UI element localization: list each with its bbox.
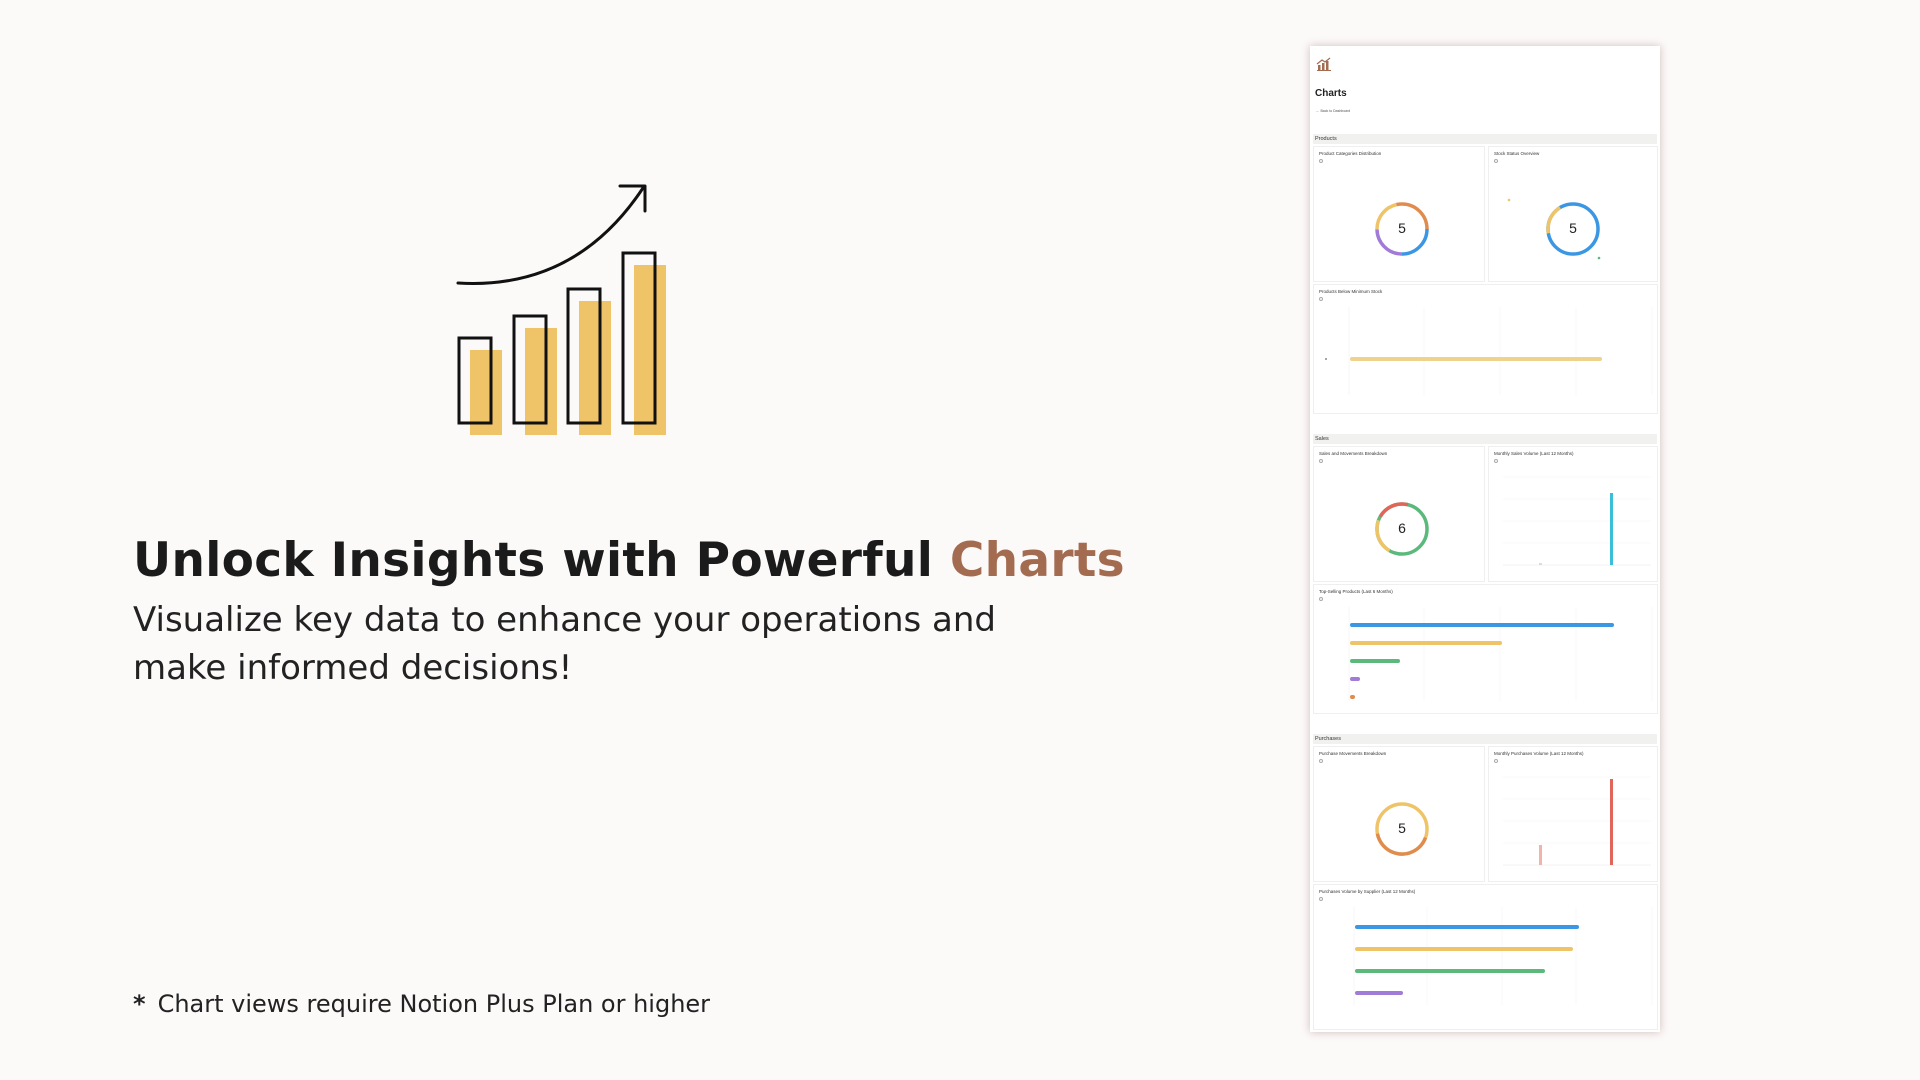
card-title: Product Categories Distribution xyxy=(1319,151,1382,156)
hero-fill-bars xyxy=(470,265,666,435)
hero-trend-curve xyxy=(456,186,645,285)
donut-center-value: 5 xyxy=(1569,220,1577,236)
filter-icon[interactable] xyxy=(1319,297,1323,301)
donut-center-value: 6 xyxy=(1398,520,1406,536)
card-title: Stock Status Overview xyxy=(1494,151,1540,156)
notion-page-preview: Charts ← Back to Dashboard Products Prod… xyxy=(1310,46,1660,1032)
hero-outline-bars xyxy=(457,251,657,425)
horizontal-bar-chart xyxy=(1348,607,1653,701)
card-monthly-purchases: Monthly Purchases Volume (Last 12 Months… xyxy=(1488,746,1658,882)
filter-icon[interactable] xyxy=(1494,159,1498,163)
filter-icon[interactable] xyxy=(1494,759,1498,763)
horizontal-bar-chart xyxy=(1325,307,1653,395)
donut-chart: 5 xyxy=(1375,802,1429,856)
section-products: Products xyxy=(1313,134,1657,144)
card-title: Products Below Minimum Stock xyxy=(1319,289,1383,294)
headline: Unlock Insights with Powerful Charts xyxy=(133,533,1125,588)
card-stock-status: Stock Status Overview 5 xyxy=(1488,146,1658,282)
filter-icon[interactable] xyxy=(1319,159,1323,163)
card-title: Purchase Movements Breakdown xyxy=(1319,751,1387,756)
donut-center-value: 5 xyxy=(1398,220,1406,236)
filter-icon[interactable] xyxy=(1319,759,1323,763)
headline-accent: Charts xyxy=(949,533,1125,588)
card-title: Purchases Volume by Supplier (Last 12 Mo… xyxy=(1319,889,1416,894)
subheadline: Visualize key data to enhance your opera… xyxy=(133,600,996,688)
preview-page-title: Charts xyxy=(1315,88,1347,99)
filter-icon[interactable] xyxy=(1319,897,1323,901)
card-purchase-movements: Purchase Movements Breakdown 5 xyxy=(1313,746,1485,882)
footnote-marker: * xyxy=(133,990,146,1018)
card-monthly-sales: Monthly Sales Volume (Last 12 Months) xyxy=(1488,446,1658,582)
card-product-categories: Product Categories Distribution 5 xyxy=(1313,146,1485,282)
back-to-dashboard-link[interactable]: ← Back to Dashboard xyxy=(1316,109,1351,113)
vertical-bar-chart xyxy=(1503,776,1651,866)
horizontal-bar-chart xyxy=(1353,907,1653,1005)
filter-icon[interactable] xyxy=(1319,597,1323,601)
growth-chart-icon xyxy=(456,184,666,435)
card-title: Top-Selling Products (Last 6 Months) xyxy=(1319,589,1393,594)
section-purchases: Purchases xyxy=(1313,734,1657,744)
section-sales: Sales xyxy=(1313,434,1657,444)
headline-main: Unlock Insights with Powerful xyxy=(133,533,950,588)
footnote-text: Chart views require Notion Plus Plan or … xyxy=(157,990,711,1018)
donut-chart: 6 xyxy=(1375,502,1429,556)
charts-page-icon xyxy=(1316,57,1331,71)
filter-icon[interactable] xyxy=(1319,459,1323,463)
card-title: Monthly Sales Volume (Last 12 Months) xyxy=(1494,451,1574,456)
card-sales-movements: Sales and Movements Breakdown 6 xyxy=(1313,446,1485,582)
donut-center-value: 5 xyxy=(1398,820,1406,836)
card-title: Sales and Movements Breakdown xyxy=(1319,451,1388,456)
filter-icon[interactable] xyxy=(1494,459,1498,463)
card-below-min-stock: Products Below Minimum Stock xyxy=(1313,284,1658,414)
donut-chart: 5 xyxy=(1375,202,1429,256)
donut-chart: 5 xyxy=(1507,198,1601,260)
card-title: Monthly Purchases Volume (Last 12 Months… xyxy=(1494,751,1584,756)
hero-arrow-head xyxy=(618,184,647,213)
card-purchases-by-supplier: Purchases Volume by Supplier (Last 12 Mo… xyxy=(1313,884,1658,1030)
footnote: * Chart views require Notion Plus Plan or… xyxy=(133,990,710,1018)
vertical-bar-chart xyxy=(1503,476,1651,566)
card-top-selling: Top-Selling Products (Last 6 Months) xyxy=(1313,584,1658,714)
